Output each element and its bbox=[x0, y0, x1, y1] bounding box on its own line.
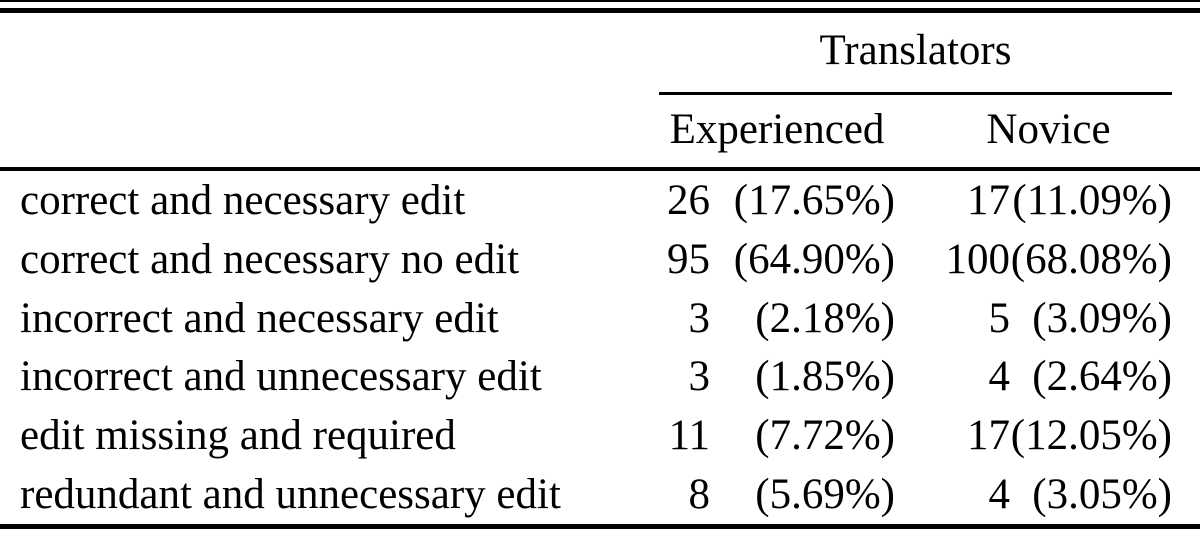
experienced-count: 3 bbox=[688, 294, 711, 342]
table-row: redundant and unnecessary edit 8 (5.69%)… bbox=[0, 465, 1200, 524]
table-row: edit missing and required 11 (7.72%) 17 … bbox=[0, 406, 1200, 465]
novice-count: 17 bbox=[967, 412, 1010, 460]
experienced-percent: (64.90%) bbox=[733, 235, 895, 283]
row-label: incorrect and unnecessary edit bbox=[20, 353, 542, 401]
novice-percent: (3.05%) bbox=[1032, 471, 1172, 519]
column-header-novice: Novice bbox=[986, 106, 1111, 153]
experienced-count: 95 bbox=[667, 235, 710, 283]
table-body: correct and necessary edit 26 (17.65%) 1… bbox=[0, 171, 1200, 524]
group-underline-rule bbox=[659, 92, 1172, 95]
row-label: incorrect and necessary edit bbox=[20, 294, 499, 342]
novice-percent: (3.09%) bbox=[1032, 294, 1172, 342]
table-row: incorrect and unnecessary edit 3 (1.85%)… bbox=[0, 347, 1200, 406]
row-label: correct and necessary edit bbox=[20, 176, 466, 224]
column-header-experienced: Experienced bbox=[669, 106, 885, 153]
novice-count: 17 bbox=[967, 176, 1010, 224]
row-label: edit missing and required bbox=[20, 412, 456, 460]
column-group-header-translators: Translators bbox=[819, 27, 1012, 74]
experienced-percent: (1.85%) bbox=[755, 353, 895, 401]
experienced-count: 26 bbox=[667, 176, 710, 224]
table-row: correct and necessary no edit 95 (64.90%… bbox=[0, 230, 1200, 289]
novice-percent: (11.09%) bbox=[1012, 176, 1172, 224]
column-headers-row: Experienced Novice bbox=[0, 99, 1200, 161]
experienced-percent: (7.72%) bbox=[755, 412, 895, 460]
novice-count: 5 bbox=[988, 294, 1011, 342]
header-separator-rule bbox=[0, 167, 1200, 171]
experienced-percent: (2.18%) bbox=[755, 294, 895, 342]
top-rule-thick bbox=[0, 8, 1200, 13]
experienced-count: 3 bbox=[688, 353, 711, 401]
experienced-count: 11 bbox=[668, 412, 710, 460]
bottom-rule bbox=[0, 524, 1200, 529]
experienced-percent: (17.65%) bbox=[733, 176, 895, 224]
novice-count: 4 bbox=[988, 353, 1011, 401]
table-row: incorrect and necessary edit 3 (2.18%) 5… bbox=[0, 289, 1200, 348]
top-rule-thin bbox=[0, 0, 1200, 2]
novice-percent: (68.08%) bbox=[1010, 235, 1172, 283]
table-row: correct and necessary edit 26 (17.65%) 1… bbox=[0, 171, 1200, 230]
novice-count: 100 bbox=[945, 235, 1011, 283]
novice-percent: (12.05%) bbox=[1010, 412, 1172, 460]
novice-count: 4 bbox=[988, 471, 1011, 519]
experienced-count: 8 bbox=[688, 471, 711, 519]
novice-percent: (2.64%) bbox=[1032, 353, 1172, 401]
row-label: redundant and unnecessary edit bbox=[20, 471, 561, 519]
row-label: correct and necessary no edit bbox=[20, 235, 520, 283]
experienced-percent: (5.69%) bbox=[755, 471, 895, 519]
